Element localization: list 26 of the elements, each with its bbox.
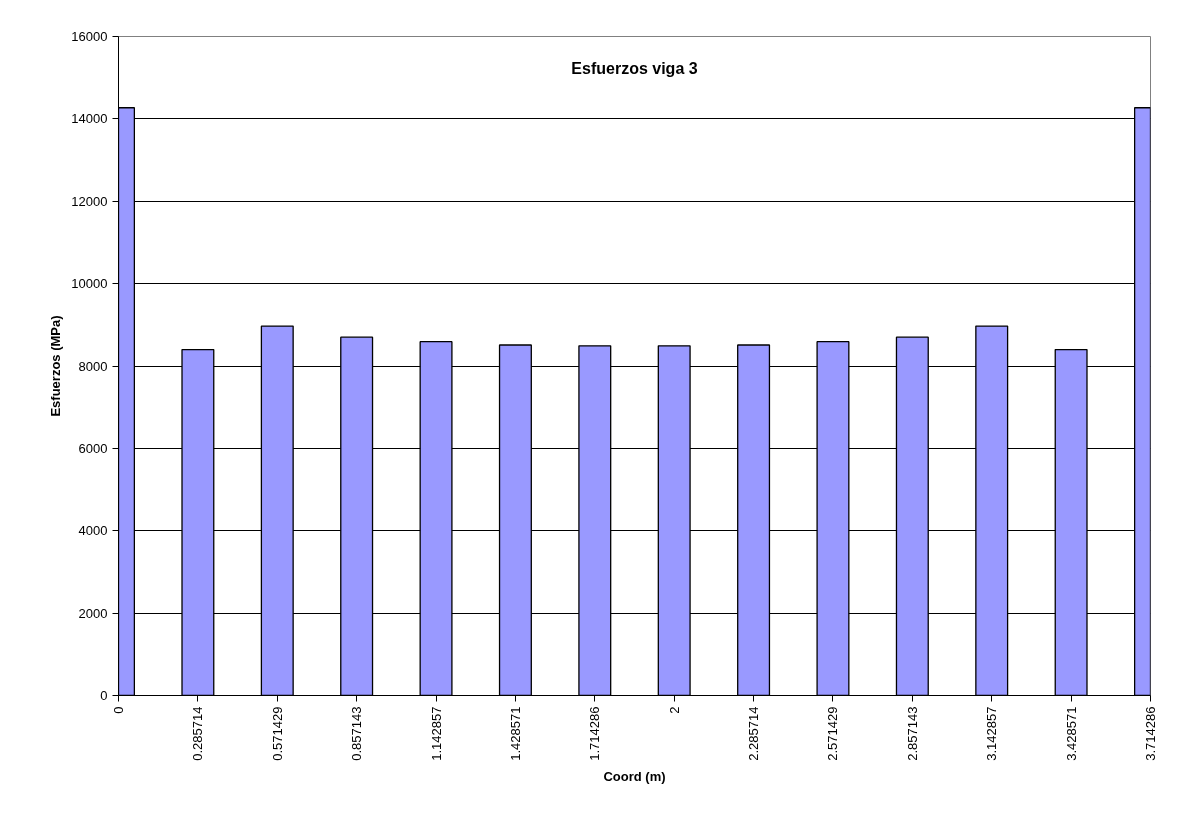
y-tick-label: 8000 (78, 358, 108, 374)
x-tick-label: 0 (111, 706, 126, 714)
x-tick-label: 0.571429 (269, 706, 285, 761)
x-tick-label: 2.571429 (825, 706, 841, 761)
y-tick-label: 4000 (78, 523, 108, 539)
text: Esfuerzos viga 3 (571, 59, 698, 77)
x-tick-label: 1.142857 (428, 706, 444, 761)
y-tick-label: 14000 (71, 111, 108, 127)
y-tick-label: 6000 (78, 440, 108, 456)
x-tick-label: 1.714286 (587, 706, 603, 761)
y-tick-label: 16000 (71, 29, 108, 44)
x-tick-label: 3.428571 (1063, 706, 1079, 761)
y-axis-title: Esfuerzos (MPa) (48, 315, 64, 417)
x-axis-title: Coord (m) (603, 768, 666, 784)
x-tick-label: 3.142857 (984, 706, 1000, 761)
y-tick-label: 12000 (71, 193, 108, 209)
y-tick-label: 2000 (78, 605, 108, 621)
y-tick-label: 0 (100, 688, 108, 703)
x-tick-label: 3.714286 (1143, 706, 1158, 761)
x-tick-label: 2 (666, 706, 682, 714)
x-tick-label: 0.285714 (190, 706, 206, 761)
y-tick-label: 10000 (71, 276, 108, 292)
x-tick-label: 2.857143 (904, 706, 920, 761)
x-tick-label: 1.428571 (507, 706, 523, 761)
x-tick-label: 0.857143 (349, 706, 365, 761)
x-tick-label: 2.285714 (746, 706, 762, 761)
